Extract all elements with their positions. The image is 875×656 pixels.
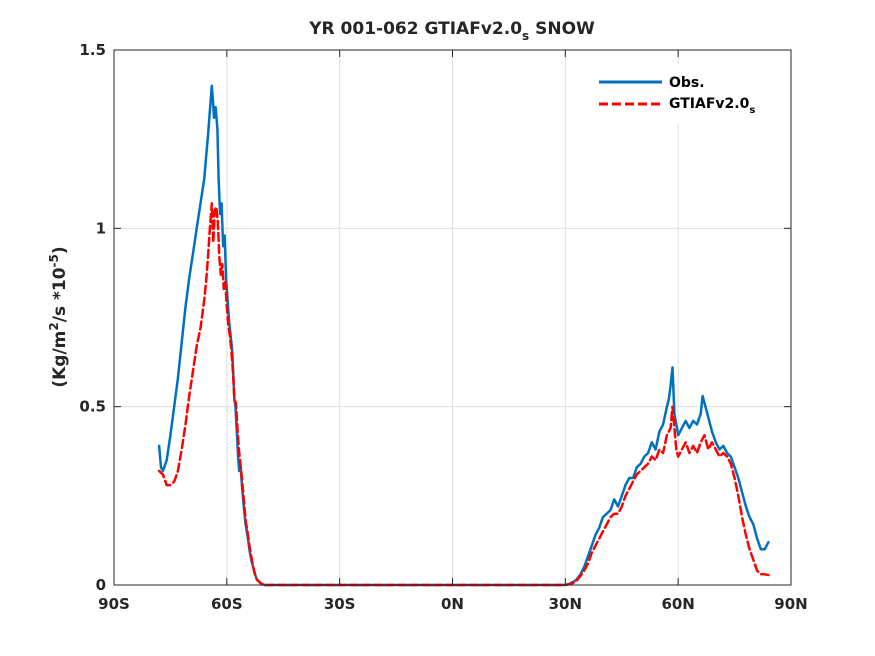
y-axis-label-sup2: -5: [47, 254, 61, 267]
y-tick-label: 0.5: [79, 398, 106, 416]
y-axis-label-mid: /s *10: [50, 267, 70, 322]
y-axis-label-end: ): [50, 246, 70, 254]
y-axis-label: (Kg/m2/s *10-5): [47, 246, 70, 387]
legend-label-model: GTIAFv2.0s: [669, 96, 755, 116]
x-tick-label: 30S: [324, 595, 356, 613]
series-line-model: [157, 202, 770, 587]
chart-title-suffix: SNOW: [529, 19, 595, 39]
chart-title-main: YR 001-062 GTIAFv2.0: [308, 19, 522, 39]
tick-layer: 90S 60S 30S 0N 30N 60N 90N 0 0.5 1 1.5: [79, 41, 807, 613]
y-tick-label: 0: [96, 576, 106, 594]
y-tick-label: 1.5: [79, 41, 106, 59]
grid-layer: [114, 50, 791, 585]
x-tick-label: 60N: [661, 595, 694, 613]
x-tick-label: 0N: [441, 595, 464, 613]
legend: Obs. GTIAFv2.0s: [591, 64, 771, 124]
series-layer: [157, 84, 770, 587]
y-axis-label-main: (Kg/m: [50, 331, 70, 388]
legend-label-model-subscript: s: [749, 105, 755, 116]
x-tick-label: 90S: [98, 595, 130, 613]
x-tick-label: 60S: [211, 595, 243, 613]
legend-label-model-main: GTIAFv2.0: [669, 96, 750, 112]
x-tick-label: 30N: [549, 595, 582, 613]
legend-label-obs: Obs.: [669, 75, 705, 91]
x-tick-label: 90N: [774, 595, 807, 613]
chart-title-subscript: s: [522, 29, 529, 43]
y-axis-label-sup1: 2: [47, 322, 61, 330]
legend-box: [591, 64, 771, 124]
chart-title: YR 001-062 GTIAFv2.0s SNOW: [308, 19, 595, 43]
y-tick-label: 1: [96, 219, 106, 237]
